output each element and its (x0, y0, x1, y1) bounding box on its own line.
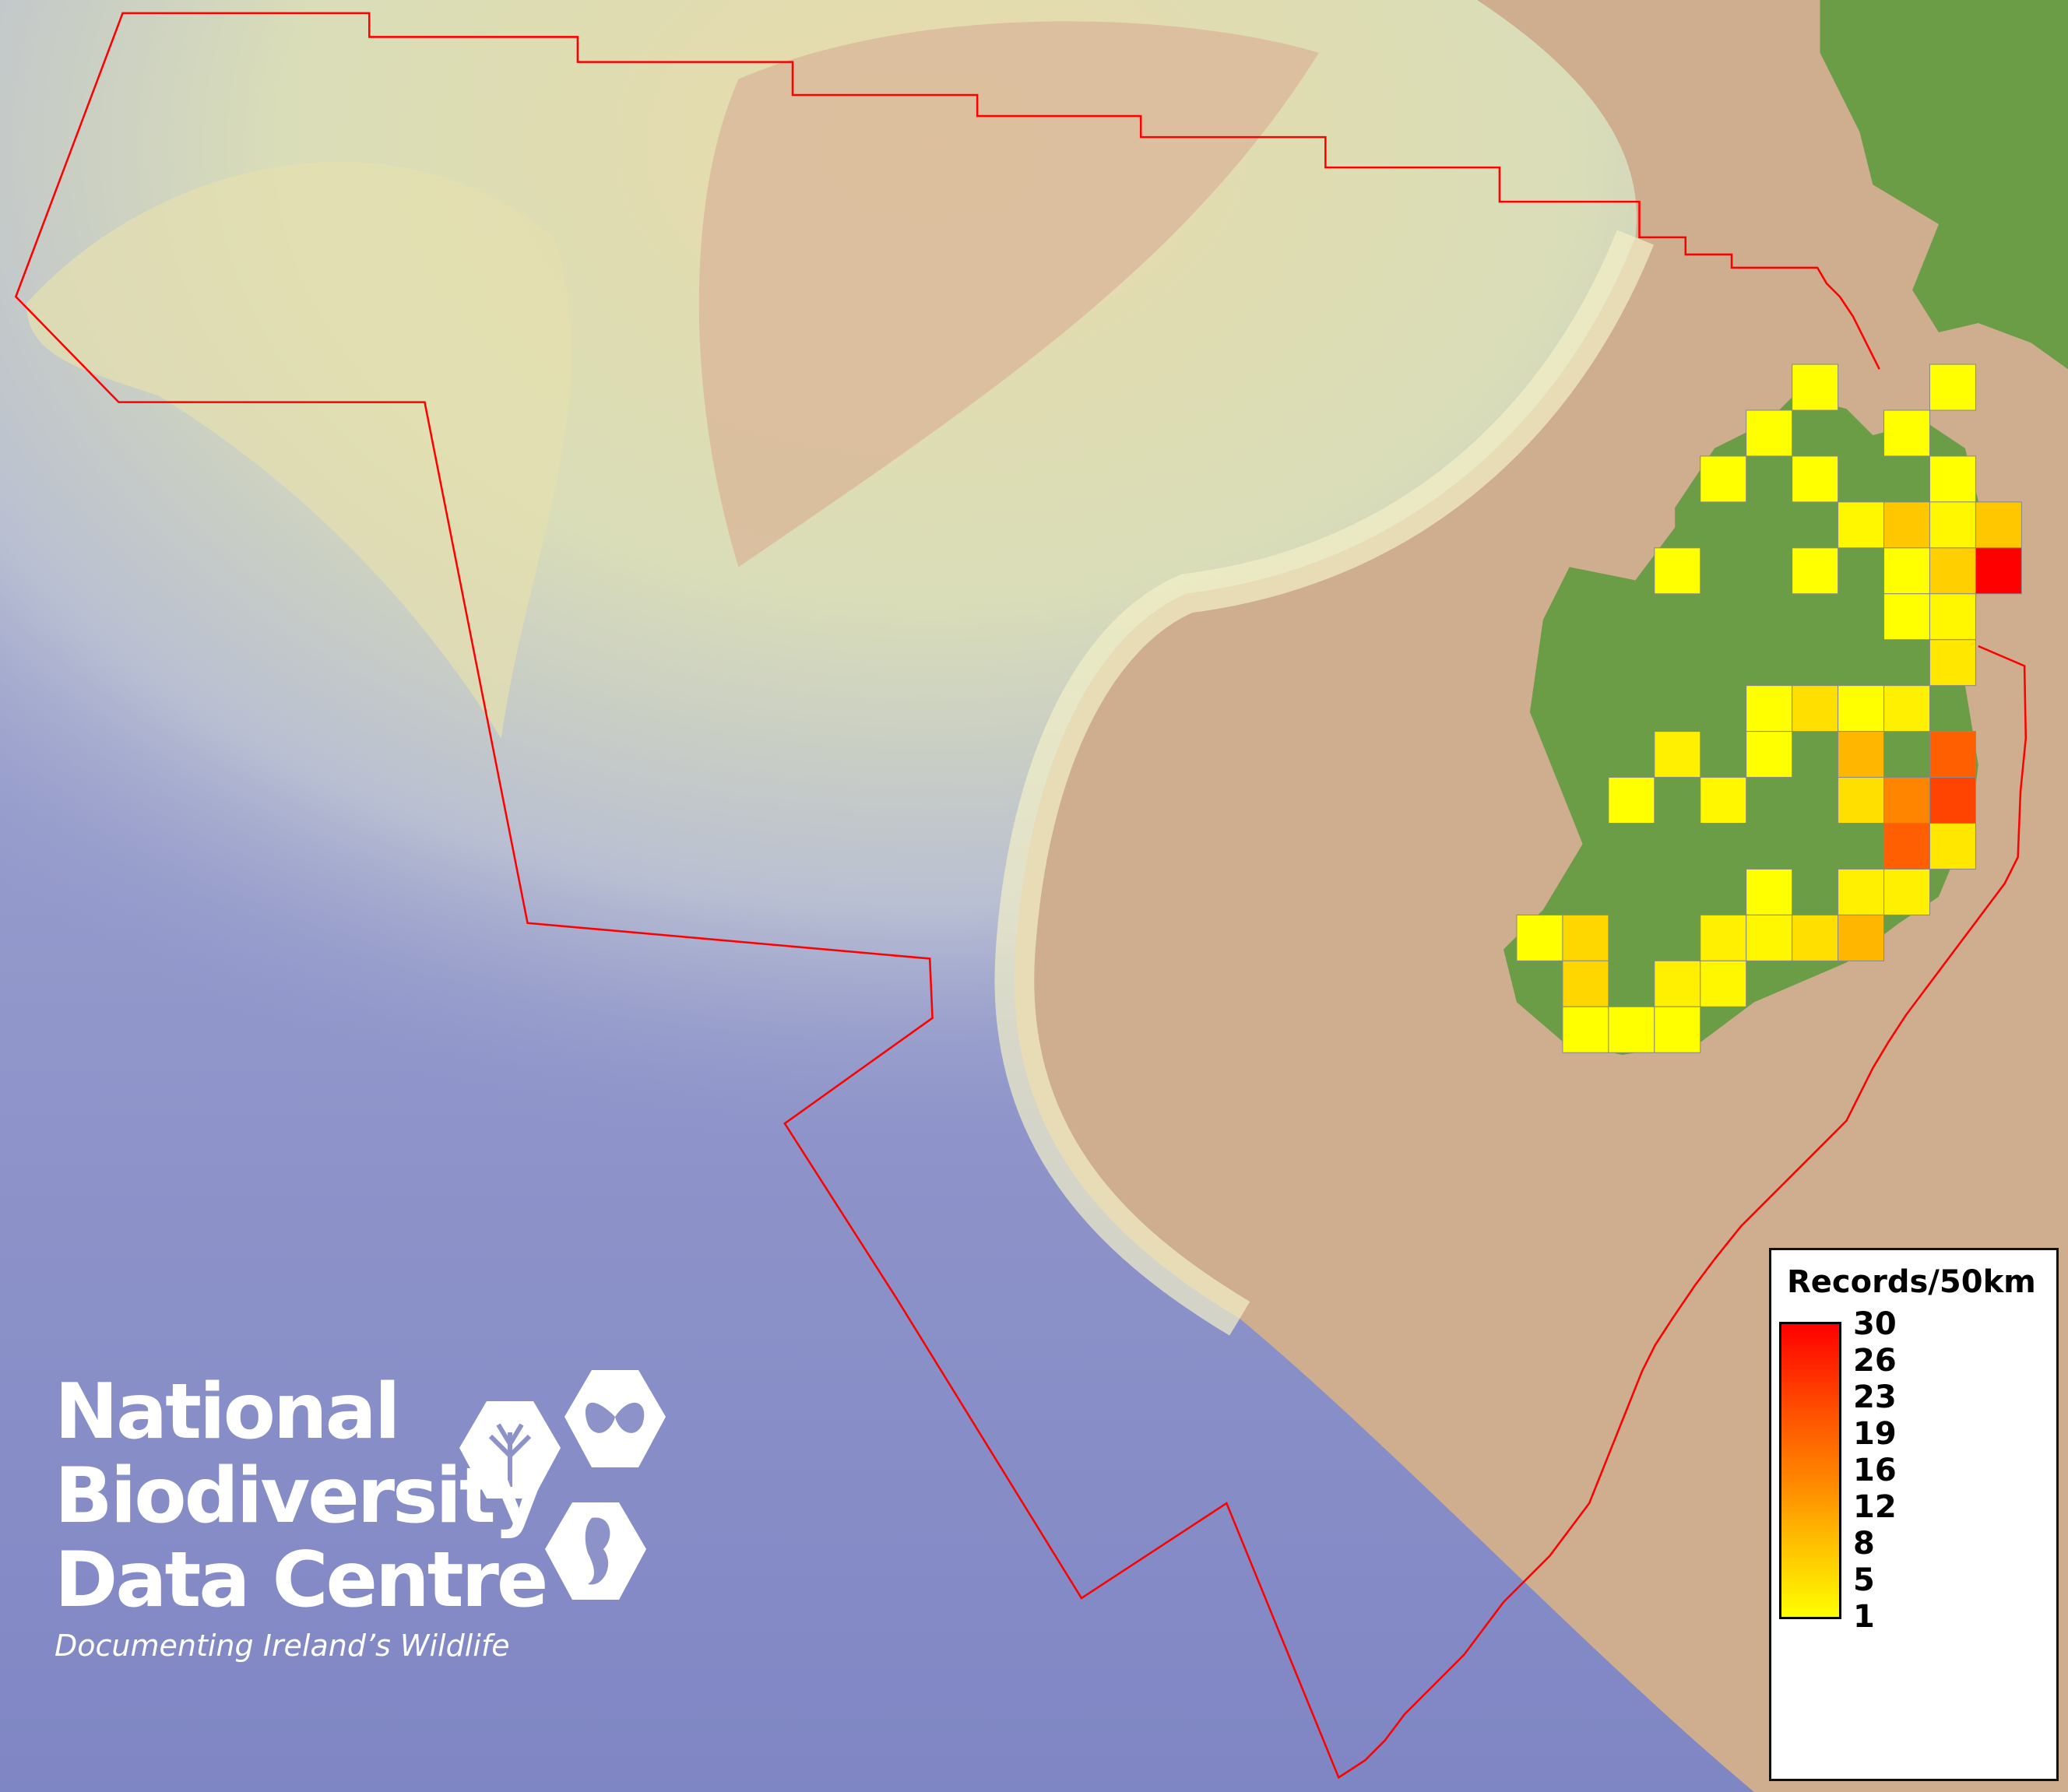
grid-cell (1929, 547, 1976, 595)
grid-cell (1838, 777, 1885, 824)
legend-tick-label: 1 (1853, 1599, 1875, 1635)
grid-cell (1929, 777, 1976, 824)
logo-tagline: Documenting Ireland’s Wildlife (55, 1629, 510, 1663)
grid-cell (1792, 685, 1839, 733)
grid-cell (1929, 501, 1976, 549)
nbdc-logo: National Biodiversity Data Centre Docume… (55, 1368, 548, 1663)
grid-cell (1929, 822, 1976, 870)
rockall-bank (26, 161, 572, 739)
grid-cell (1516, 914, 1563, 961)
grid-cell (1746, 685, 1793, 733)
grid-cell (1654, 731, 1701, 778)
grid-cell (1562, 960, 1609, 1007)
grid-cell (1883, 409, 1930, 457)
grid-cell (1700, 914, 1747, 961)
grid-cell (1838, 501, 1885, 549)
legend-title: Records/50km (1787, 1264, 2036, 1300)
grid-cell (1883, 685, 1930, 733)
grid-cell (1792, 364, 1839, 411)
grid-cell (1838, 868, 1885, 915)
map-legend: Records/50km 30 26 23 19 16 12 8 5 1 (1769, 1248, 2059, 1781)
grid-cell (1838, 914, 1885, 961)
legend-tick-label: 19 (1853, 1416, 1897, 1452)
grid-cell (1883, 868, 1930, 915)
grid-cell (1746, 914, 1793, 961)
grid-cell (1562, 914, 1609, 961)
great-britain-land (1820, 0, 2068, 370)
grid-cell (1929, 731, 1976, 778)
grid-cell (1929, 593, 1976, 641)
grid-cell (1654, 547, 1701, 595)
legend-tick-label: 26 (1853, 1343, 1897, 1379)
logo-line-3: Data Centre (55, 1536, 548, 1625)
grid-cell (1883, 777, 1930, 824)
grid-cell (1562, 1006, 1609, 1053)
grid-cell (1975, 547, 2022, 595)
grid-cell (1929, 364, 1976, 411)
grid-cell (1608, 777, 1655, 824)
logo-line-1: National (55, 1368, 400, 1456)
tree-icon (459, 1401, 561, 1499)
grid-cell (1700, 960, 1747, 1007)
legend-color-bar (1779, 1322, 1841, 1619)
grid-cell (1746, 409, 1793, 457)
grid-cell (1929, 455, 1976, 503)
grid-cell (1746, 868, 1793, 915)
legend-tick-label: 12 (1853, 1489, 1897, 1525)
eez-boundary-line (14, 12, 2028, 1780)
logo-line-2: Biodiversity (55, 1452, 543, 1541)
grid-cell (1838, 731, 1885, 778)
grid-cell (1700, 777, 1747, 824)
butterfly-icon (564, 1370, 666, 1467)
grid-cell (1654, 960, 1701, 1007)
shelf-edge (994, 230, 1654, 1336)
legend-tick-label: 16 (1853, 1453, 1897, 1488)
grid-cell (1608, 1006, 1655, 1053)
grid-cell (1975, 501, 2022, 549)
legend-tick-label: 30 (1853, 1306, 1897, 1342)
grid-cell (1883, 822, 1930, 870)
seahorse-icon (545, 1502, 646, 1600)
legend-tick-label: 8 (1853, 1526, 1875, 1562)
grid-cell (1929, 639, 1976, 687)
logo-hexagon-icons (459, 1370, 666, 1600)
grid-cell (1883, 547, 1930, 595)
grid-cell (1792, 455, 1839, 503)
grid-cell (1792, 547, 1839, 595)
grid-cell (1746, 731, 1793, 778)
grid-cell (1792, 914, 1839, 961)
grid-cell (1883, 593, 1930, 641)
legend-tick-label: 5 (1853, 1562, 1875, 1598)
legend-tick-label: 23 (1853, 1379, 1897, 1415)
grid-cell (1838, 685, 1885, 733)
grid-cell (1654, 1006, 1701, 1053)
records-grid (1516, 364, 2022, 1053)
grid-cell (1700, 455, 1747, 503)
grid-cell (1883, 501, 1930, 549)
porcupine-bank (698, 21, 1319, 567)
